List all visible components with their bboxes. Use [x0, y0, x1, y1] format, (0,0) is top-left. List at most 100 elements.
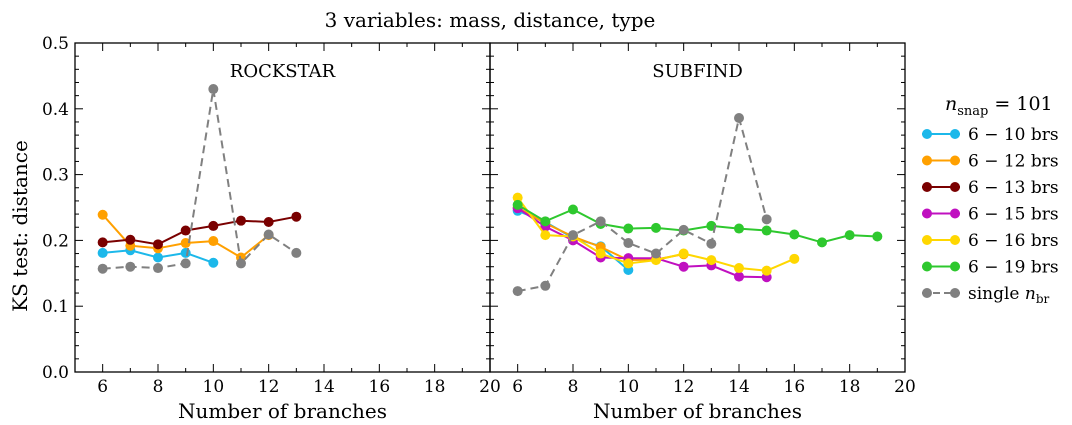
x-axis-label: Number of branches	[178, 399, 387, 423]
x-tick-label: 20	[894, 377, 916, 397]
data-point	[734, 113, 744, 124]
legend-label: 6 − 15 brs	[968, 205, 1059, 225]
data-point	[817, 237, 827, 248]
data-point	[236, 258, 246, 269]
x-tick-label: 6	[97, 377, 108, 397]
panel-title: ROCKSTAR	[230, 61, 336, 82]
x-tick-label: 12	[258, 377, 280, 397]
data-point	[706, 255, 717, 266]
data-point	[568, 230, 578, 241]
legend-label-sub: br	[1036, 292, 1050, 306]
data-point	[678, 224, 689, 235]
y-tick-label: 0.2	[42, 231, 69, 251]
y-tick-label: 0.3	[42, 166, 69, 186]
legend-label: single nbr	[968, 284, 1050, 306]
data-point	[180, 238, 191, 249]
data-point	[761, 265, 772, 276]
data-point	[623, 223, 634, 234]
x-tick-label: 10	[618, 377, 640, 397]
x-tick-label: 14	[728, 377, 750, 397]
data-point	[734, 223, 744, 234]
data-point	[568, 204, 578, 215]
panel-frame	[74, 42, 491, 373]
data-point	[595, 216, 606, 227]
legend-label-text: single	[968, 284, 1025, 304]
data-point	[208, 257, 219, 268]
data-point	[263, 216, 274, 227]
data-point	[97, 209, 108, 220]
data-point	[512, 199, 523, 210]
legend-marker	[950, 235, 960, 245]
legend-title-var: n	[945, 93, 957, 115]
data-point	[678, 248, 689, 259]
legend-marker	[922, 129, 932, 139]
x-tick-label: 16	[369, 377, 391, 397]
panel-frame	[489, 42, 906, 373]
data-point	[208, 84, 219, 95]
data-point	[208, 236, 219, 247]
panels: 6 8 10 12 14 16 18 20 0.0 0.1 0.2 0.3 0.4 0.5 ROCKSTAR…	[42, 34, 916, 423]
data-point	[153, 239, 163, 250]
legend-title-sub: snap	[957, 104, 988, 119]
x-tick-label: 10	[203, 377, 225, 397]
data-point	[540, 216, 551, 227]
panel-title: SUBFIND	[652, 61, 743, 82]
data-point	[291, 247, 302, 258]
data-point	[678, 261, 689, 272]
legend-marker	[950, 288, 960, 298]
data-point	[291, 211, 302, 222]
data-point	[180, 258, 191, 269]
y-tick-label: 0.0	[42, 363, 69, 383]
data-point	[180, 247, 191, 258]
legend-marker	[950, 129, 960, 139]
legend-title-eq: = 101	[988, 93, 1052, 115]
y-tick-label: 0.1	[42, 297, 69, 317]
legend-label: 6 − 16 brs	[968, 231, 1059, 251]
legend-marker	[950, 155, 960, 166]
legend-label: 6 − 12 brs	[968, 152, 1059, 172]
data-point	[97, 237, 108, 248]
x-tick-label: 8	[568, 377, 579, 397]
data-point	[512, 192, 523, 203]
y-axis-label: KS test: distance	[8, 140, 32, 312]
data-point	[153, 252, 163, 263]
x-tick-label: 16	[784, 377, 806, 397]
data-point	[236, 215, 246, 226]
legend-marker	[922, 155, 932, 166]
data-point	[623, 238, 634, 249]
data-point	[706, 238, 717, 249]
data-point	[97, 263, 108, 274]
x-tick-label: 8	[153, 377, 164, 397]
x-tick-label: 18	[424, 377, 446, 397]
data-point	[263, 229, 274, 240]
data-point	[651, 222, 661, 233]
data-point	[97, 247, 108, 258]
data-point	[153, 263, 163, 274]
data-point	[734, 263, 744, 274]
x-tick-label: 20	[479, 377, 501, 397]
legend-marker	[922, 261, 932, 272]
data-point	[540, 280, 551, 291]
data-point	[651, 248, 661, 259]
data-point	[540, 230, 551, 241]
x-tick-label: 14	[313, 377, 335, 397]
data-point	[844, 230, 855, 241]
legend-marker	[922, 235, 932, 245]
data-point	[512, 286, 523, 297]
x-axis-label: Number of branches	[593, 399, 802, 423]
data-point	[623, 258, 634, 269]
figure-title: 3 variables: mass, distance, type	[325, 8, 656, 32]
x-tick-label: 12	[673, 377, 695, 397]
data-point	[125, 234, 136, 245]
data-point	[872, 231, 883, 242]
legend-label: 6 − 19 brs	[968, 258, 1059, 278]
x-tick-label: 18	[839, 377, 861, 397]
x-tick-label: 6	[512, 377, 523, 397]
series-line	[517, 207, 767, 279]
legend-marker	[922, 288, 932, 298]
legend-label: 6 − 10 brs	[968, 125, 1059, 145]
legend-marker	[922, 182, 932, 192]
data-point	[180, 225, 191, 236]
